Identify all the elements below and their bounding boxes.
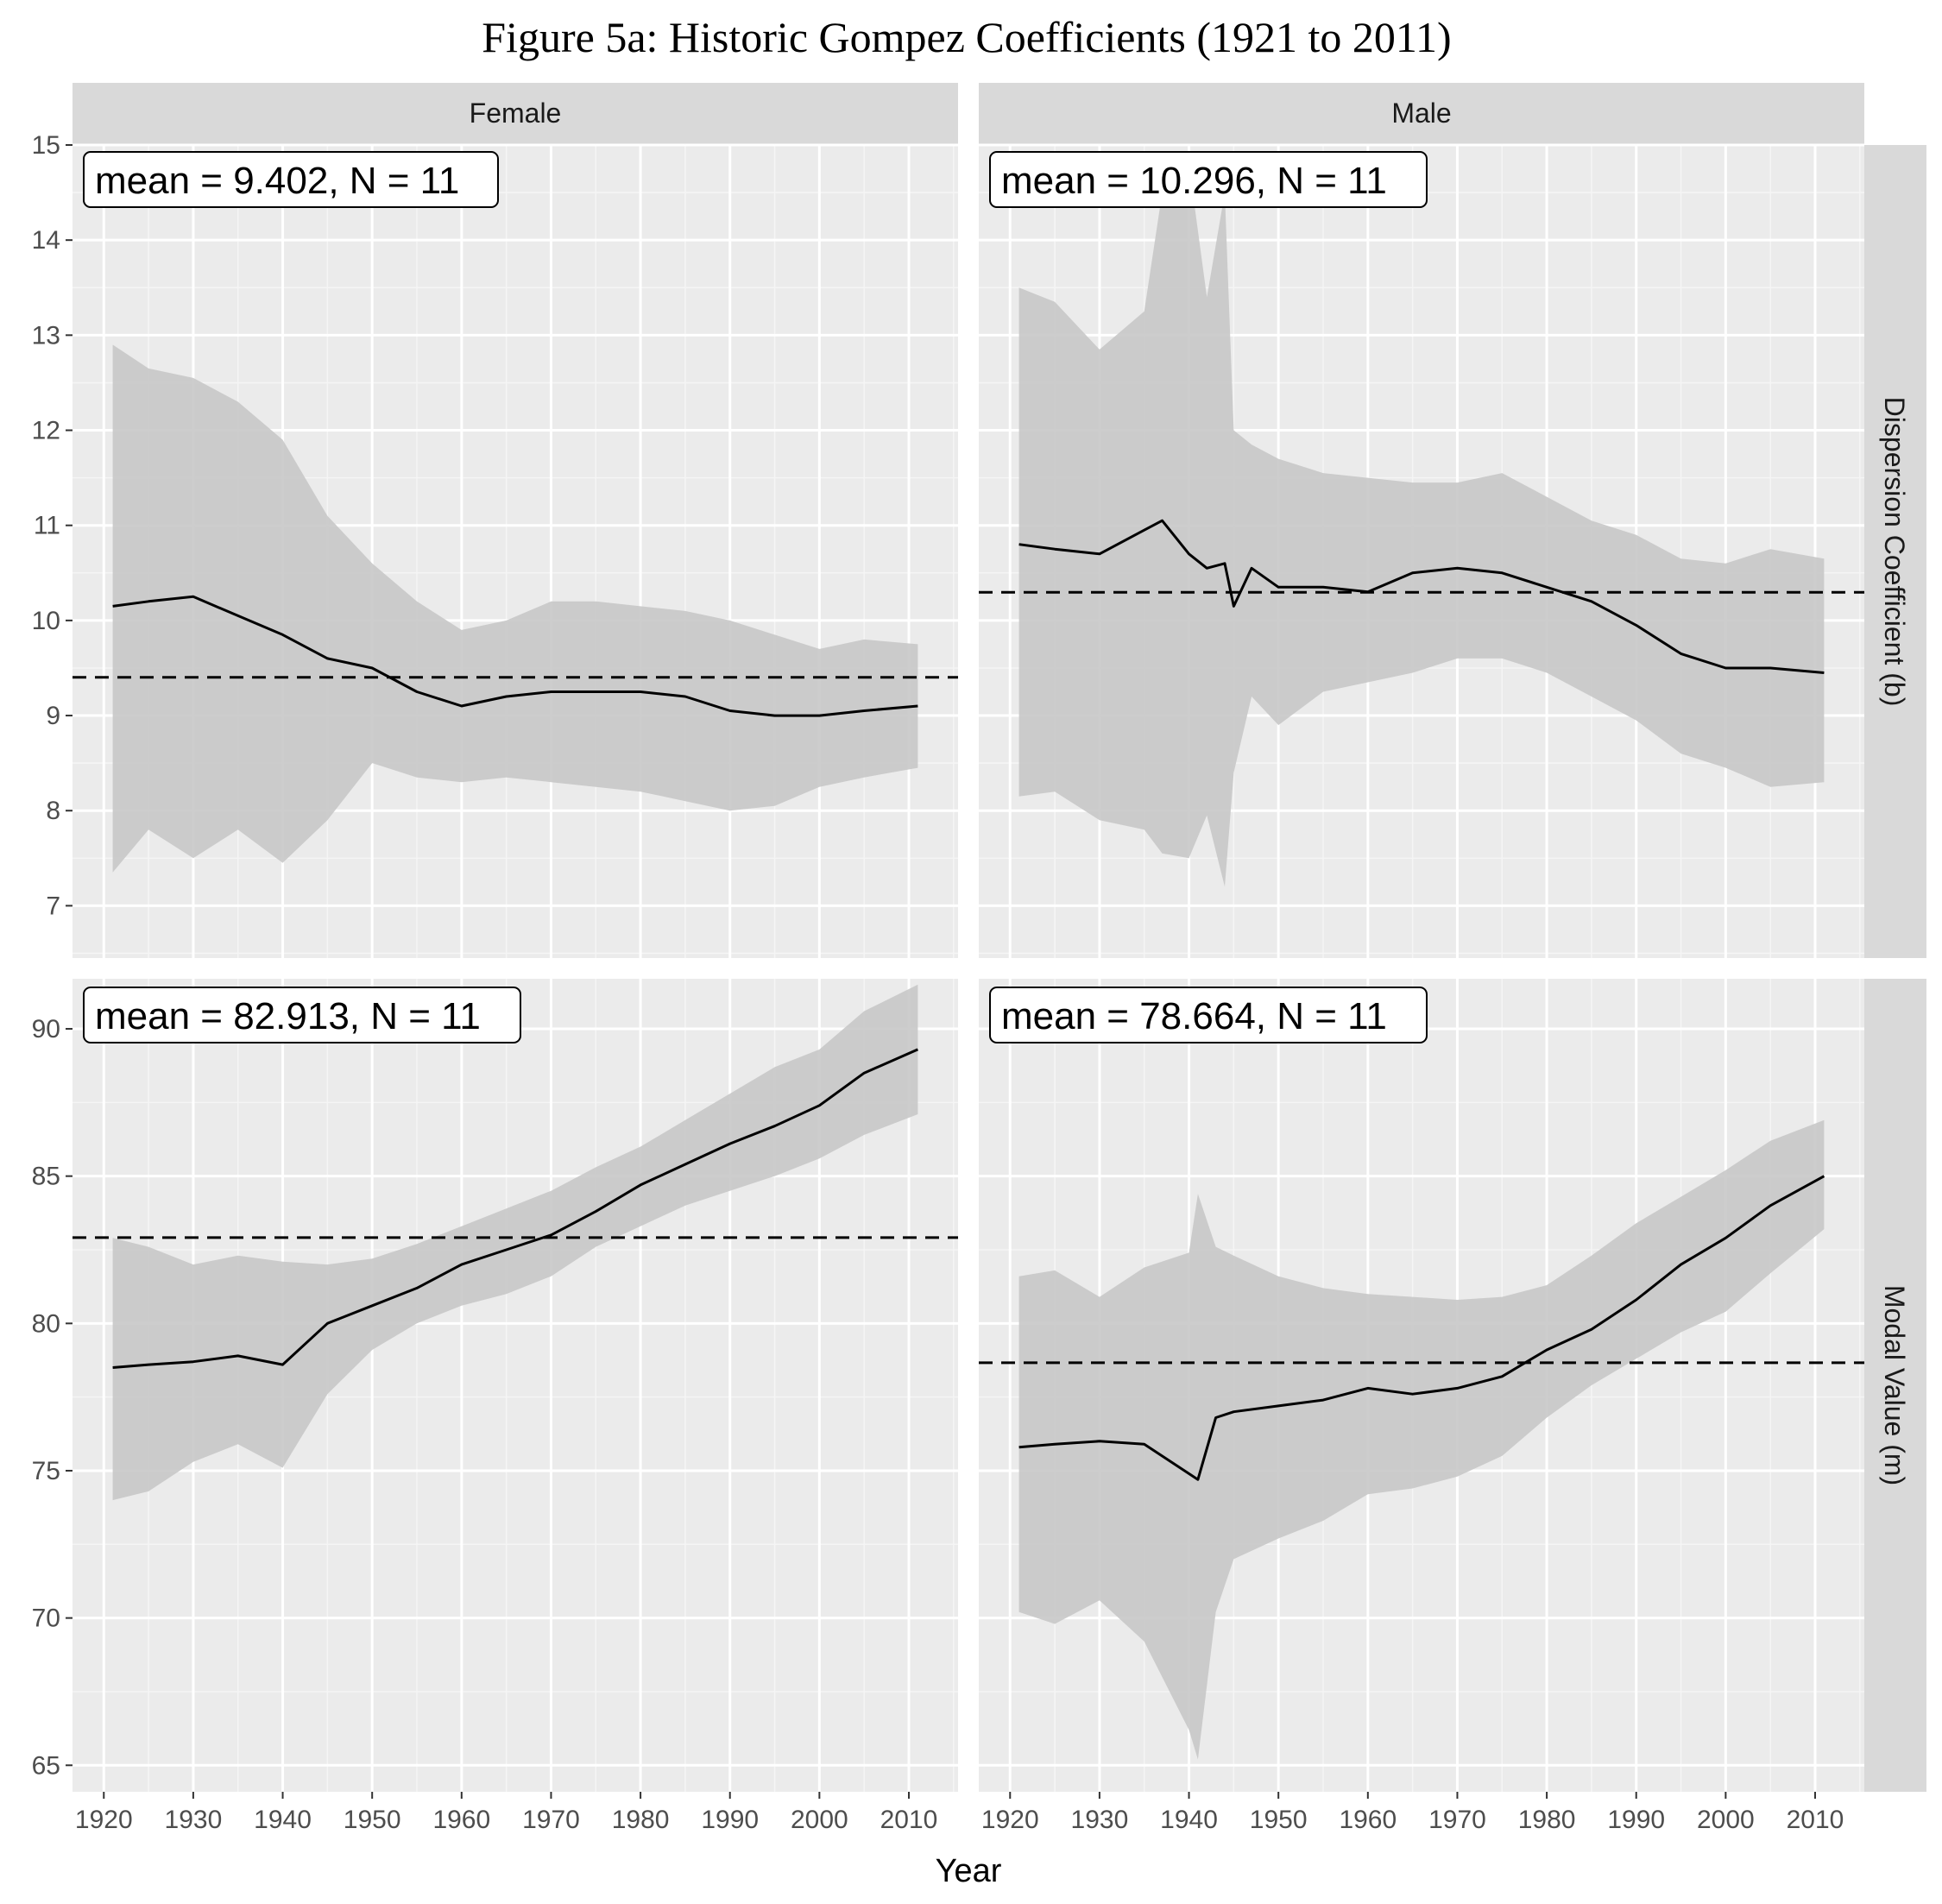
x-tick-label: 1920 <box>981 1806 1039 1834</box>
confidence-ribbon <box>112 984 918 1501</box>
series-line <box>112 1048 919 1369</box>
x-tick-label: 1930 <box>1071 1806 1129 1834</box>
x-tick-label: 1990 <box>1607 1806 1665 1834</box>
y-tick-label: 8 <box>46 797 60 825</box>
x-tick-label: 1940 <box>254 1806 312 1834</box>
strip-male-background <box>979 83 1864 145</box>
y-tick-label: 9 <box>46 702 60 730</box>
x-tick-label: 2010 <box>880 1806 938 1834</box>
strip-male-label: Male <box>1391 98 1451 129</box>
chart-title: Figure 5a: Historic Gompez Coefficients … <box>482 13 1451 61</box>
annotation-male-modal: mean = 78.664, N = 11 <box>1001 995 1387 1037</box>
x-tick-label: 1950 <box>344 1806 401 1834</box>
y-tick-label: 90 <box>32 1015 60 1043</box>
annotation-box-female-dispersion <box>83 151 499 208</box>
x-tick-label: 2000 <box>791 1806 848 1834</box>
x-tick-label: 1960 <box>1339 1806 1397 1834</box>
y-tick-label: 75 <box>32 1457 60 1485</box>
annotation-box-female-modal <box>83 987 521 1043</box>
y-tick-label: 85 <box>32 1163 60 1191</box>
x-tick-label: 1970 <box>522 1806 580 1834</box>
y-tick-label: 7 <box>46 892 60 920</box>
y-tick-label: 11 <box>34 512 60 540</box>
annotation-box-male-modal <box>989 987 1428 1043</box>
annotation-box-male-dispersion <box>989 151 1428 208</box>
x-tick-label: 1970 <box>1428 1806 1486 1834</box>
confidence-ribbon <box>1018 1119 1825 1760</box>
y-tick-label: 70 <box>32 1605 60 1633</box>
y-tick-label: 15 <box>32 131 60 160</box>
x-tick-label: 1930 <box>165 1806 223 1834</box>
strip-modal-background <box>1864 979 1926 1792</box>
x-tick-label: 1990 <box>701 1806 759 1834</box>
x-tick-label: 1980 <box>1518 1806 1576 1834</box>
y-tick-label: 80 <box>32 1309 60 1338</box>
strip-dispersion-label: Dispersion Coefficient (b) <box>1879 397 1910 707</box>
strip-female-background <box>73 83 958 145</box>
confidence-ribbon <box>1018 164 1825 887</box>
x-tick-label: 1980 <box>612 1806 670 1834</box>
y-tick-label: 14 <box>32 226 60 255</box>
series-line <box>112 595 918 717</box>
x-axis-title: Year <box>936 1853 1002 1889</box>
x-tick-label: 2010 <box>1787 1806 1844 1834</box>
x-tick-label: 1960 <box>432 1806 490 1834</box>
series-line <box>1018 519 1825 674</box>
y-tick-label: 10 <box>32 607 60 635</box>
x-tick-label: 1950 <box>1250 1806 1308 1834</box>
y-tick-label: 65 <box>32 1751 60 1780</box>
y-tick-label: 12 <box>32 417 60 445</box>
x-tick-label: 2000 <box>1697 1806 1755 1834</box>
panel-male-modal: 1920 1930 1940 1950 1960 1970 1980 1990 2000 2010 <box>979 979 1864 1834</box>
y-tick-label: 13 <box>32 321 60 350</box>
strip-dispersion-background <box>1864 145 1926 958</box>
panel-female-dispersion: 7 8 9 10 11 12 13 14 15 <box>32 131 958 958</box>
x-tick-label: 1920 <box>75 1806 133 1834</box>
panel-male-dispersion <box>979 143 1864 958</box>
annotation-male-dispersion: mean = 10.296, N = 11 <box>1001 160 1387 202</box>
annotation-female-modal: mean = 82.913, N = 11 <box>95 995 481 1037</box>
strip-female-label: Female <box>470 98 562 129</box>
x-tick-label: 1940 <box>1160 1806 1218 1834</box>
confidence-ribbon <box>112 344 918 873</box>
strip-modal-label: Modal Value (m) <box>1879 1285 1910 1485</box>
annotation-female-dispersion: mean = 9.402, N = 11 <box>95 160 459 202</box>
series-line <box>1018 1175 1825 1481</box>
panel-female-modal: 65 70 75 80 85 90 1920 1930 1940 1950 1960 1970 1980… <box>32 979 958 1834</box>
